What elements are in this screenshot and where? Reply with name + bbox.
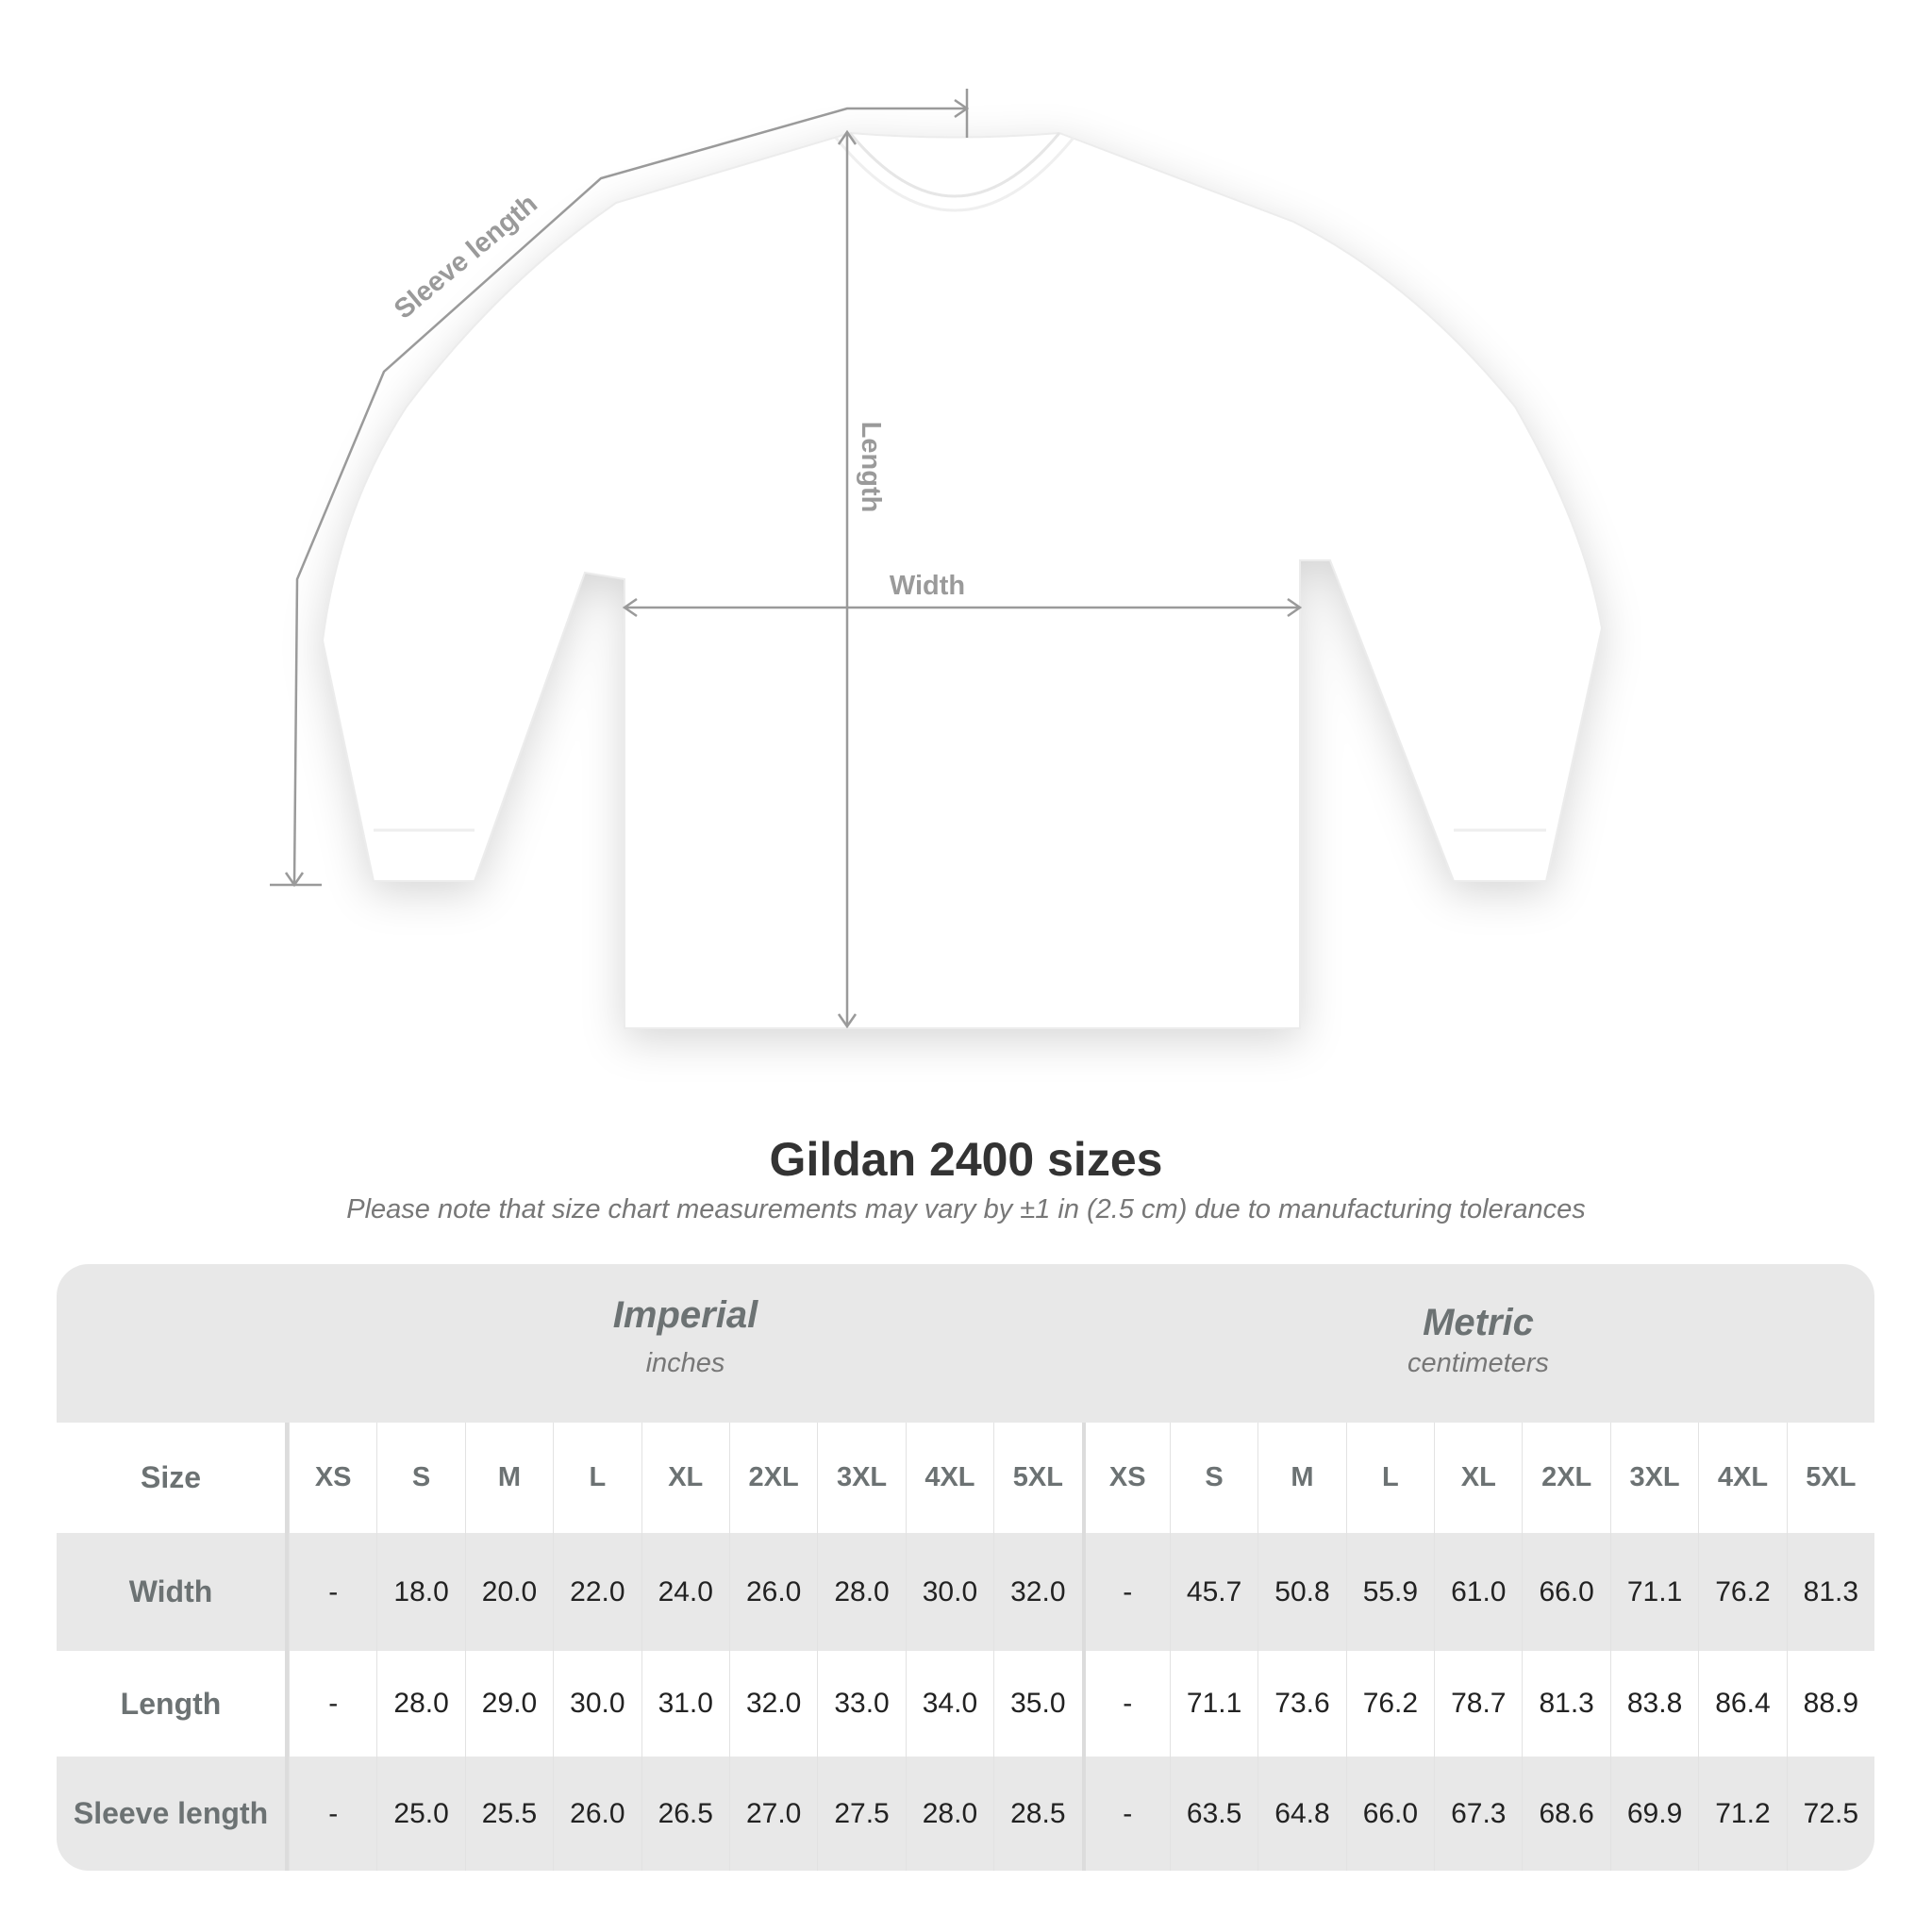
- imperial-value-cell: 27.5: [817, 1757, 905, 1871]
- imperial-value-cell: 22.0: [553, 1533, 641, 1651]
- metric-title: Metric: [1423, 1302, 1534, 1343]
- size-column-header: XS: [289, 1423, 376, 1533]
- sleeve-length-line: [292, 107, 967, 886]
- imperial-value-cell: 33.0: [817, 1651, 905, 1757]
- imperial-value-cell: 25.0: [376, 1757, 464, 1871]
- imperial-value-cell: 29.0: [464, 1651, 553, 1757]
- size-column-header: XL: [641, 1423, 729, 1533]
- metric-value-cell: 88.9: [1786, 1651, 1874, 1757]
- imperial-value-cell: 26.0: [728, 1533, 817, 1651]
- size-column-header: S: [1169, 1423, 1257, 1533]
- measurement-lines: [270, 89, 1303, 1029]
- imperial-value-cell: 32.0: [728, 1651, 817, 1757]
- row-label: Width: [57, 1533, 289, 1651]
- imperial-value-cell: 25.5: [464, 1757, 553, 1871]
- imperial-title: Imperial: [612, 1294, 758, 1336]
- tolerance-note: Please note that size chart measurements…: [346, 1194, 1586, 1224]
- long-sleeve-shirt-image: [321, 131, 1604, 1029]
- metric-header: Metric centimeters: [1082, 1302, 1874, 1379]
- metric-value-cell: 55.9: [1345, 1533, 1434, 1651]
- size-column-header: 3XL: [1609, 1423, 1698, 1533]
- size-column-header: 3XL: [817, 1423, 905, 1533]
- metric-value-cell: 81.3: [1522, 1651, 1609, 1757]
- shirt-diagram: Sleeve length Length Width: [270, 89, 1604, 1029]
- imperial-unit: inches: [645, 1348, 725, 1378]
- imperial-value-cell: 28.0: [905, 1757, 993, 1871]
- width-label: Width: [890, 571, 965, 601]
- imperial-value-cell: 30.0: [905, 1533, 993, 1651]
- size-column-header: M: [1257, 1423, 1345, 1533]
- metric-value-cell: 81.3: [1786, 1533, 1874, 1651]
- imperial-value-cell: 30.0: [553, 1651, 641, 1757]
- size-column-header: 4XL: [1698, 1423, 1786, 1533]
- metric-value-cell: 83.8: [1609, 1651, 1698, 1757]
- imperial-value-cell: 28.5: [993, 1757, 1081, 1871]
- imperial-value-cell: 27.0: [728, 1757, 817, 1871]
- size-column-header: S: [376, 1423, 464, 1533]
- size-column-header: L: [553, 1423, 641, 1533]
- size-label: Size: [57, 1423, 289, 1533]
- imperial-value-cell: 35.0: [993, 1651, 1081, 1757]
- size-table: Imperial inches Metric centimeters Size X…: [57, 1264, 1874, 1871]
- size-column-header: 2XL: [728, 1423, 817, 1533]
- metric-value-cell: 72.5: [1786, 1757, 1874, 1871]
- metric-value-cell: 67.3: [1434, 1757, 1522, 1871]
- imperial-value-cell: 26.0: [553, 1757, 641, 1871]
- imperial-value-cell: 18.0: [376, 1533, 464, 1651]
- metric-value-cell: 71.2: [1698, 1757, 1786, 1871]
- imperial-value-cell: 34.0: [905, 1651, 993, 1757]
- metric-value-cell: 76.2: [1345, 1651, 1434, 1757]
- size-column-header: 5XL: [993, 1423, 1081, 1533]
- metric-value-cell: 69.9: [1609, 1757, 1698, 1871]
- metric-value-cell: 61.0: [1434, 1533, 1522, 1651]
- metric-value-cell: 68.6: [1522, 1757, 1609, 1871]
- row-label: Length: [57, 1651, 289, 1757]
- metric-value-cell: 71.1: [1169, 1651, 1257, 1757]
- size-column-header: L: [1345, 1423, 1434, 1533]
- imperial-value-cell: 28.0: [817, 1533, 905, 1651]
- metric-value-cell: 66.0: [1522, 1533, 1609, 1651]
- imperial-value-cell: 28.0: [376, 1651, 464, 1757]
- metric-value-cell: -: [1081, 1757, 1170, 1871]
- page-title: Gildan 2400 sizes: [769, 1133, 1163, 1186]
- unit-header-band: [57, 1264, 1874, 1423]
- metric-value-cell: 86.4: [1698, 1651, 1786, 1757]
- imperial-value-cell: 24.0: [641, 1533, 729, 1651]
- size-column-header: 5XL: [1786, 1423, 1874, 1533]
- size-column-header: 4XL: [905, 1423, 993, 1533]
- imperial-value-cell: 20.0: [464, 1533, 553, 1651]
- metric-value-cell: 71.1: [1609, 1533, 1698, 1651]
- metric-value-cell: 45.7: [1169, 1533, 1257, 1651]
- imperial-header: Imperial inches: [289, 1294, 1082, 1379]
- size-column-header: 2XL: [1522, 1423, 1609, 1533]
- metric-value-cell: 50.8: [1257, 1533, 1345, 1651]
- metric-value-cell: 76.2: [1698, 1533, 1786, 1651]
- size-header-row: Size XS S M L XL 2XL 3XL 4XL 5XL XS S M L XL 2XL 3XL 4XL 5…: [57, 1423, 1874, 1533]
- size-column-header: XL: [1434, 1423, 1522, 1533]
- imperial-value-cell: -: [289, 1757, 376, 1871]
- metric-value-cell: 63.5: [1169, 1757, 1257, 1871]
- size-column-header: M: [464, 1423, 553, 1533]
- metric-value-cell: 64.8: [1257, 1757, 1345, 1871]
- size-column-header: XS: [1081, 1423, 1170, 1533]
- imperial-value-cell: 32.0: [993, 1533, 1081, 1651]
- table-row: Width -18.0 20.0 22.0 24.0 26.0 28.0 30.0 32.0-4…: [57, 1533, 1874, 1651]
- length-label: Length: [856, 422, 886, 513]
- metric-value-cell: 66.0: [1345, 1757, 1434, 1871]
- table-row: Length -28.0 29.0 30.0 31.0 32.0 33.0 34.0 35.0-…: [57, 1651, 1874, 1757]
- metric-value-cell: 78.7: [1434, 1651, 1522, 1757]
- imperial-value-cell: 31.0: [641, 1651, 729, 1757]
- metric-value-cell: -: [1081, 1533, 1170, 1651]
- row-label: Sleeve length: [57, 1757, 289, 1871]
- table-row: Sleeve length -25.0 25.5 26.0 26.5 27.0 27.5 28…: [57, 1757, 1874, 1871]
- imperial-value-cell: -: [289, 1533, 376, 1651]
- imperial-value-cell: -: [289, 1651, 376, 1757]
- imperial-value-cell: 26.5: [641, 1757, 729, 1871]
- metric-value-cell: -: [1081, 1651, 1170, 1757]
- metric-unit: centimeters: [1407, 1348, 1549, 1378]
- metric-value-cell: 73.6: [1257, 1651, 1345, 1757]
